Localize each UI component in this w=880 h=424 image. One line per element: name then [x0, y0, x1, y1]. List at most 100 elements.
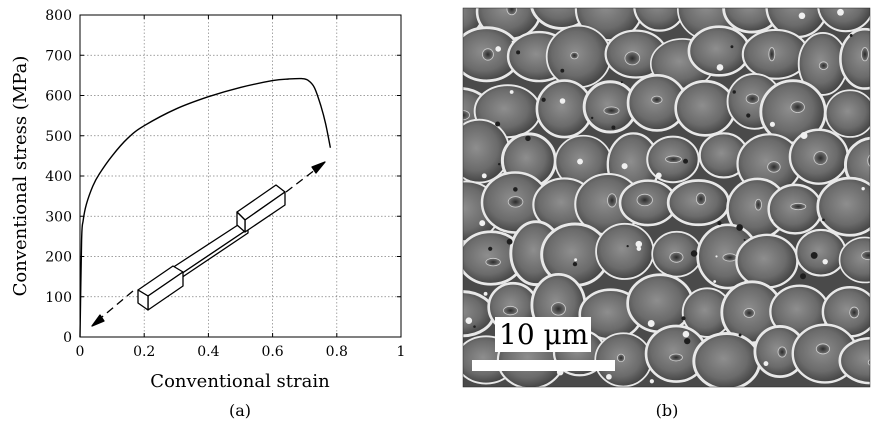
- surface-speck: [717, 221, 721, 225]
- surface-speck: [621, 81, 623, 83]
- micro-void: [768, 162, 781, 173]
- surface-speck: [577, 159, 583, 165]
- surface-speck: [560, 69, 564, 73]
- micro-void: [507, 3, 517, 15]
- micro-void: [571, 52, 579, 59]
- x-tick-label: 0.2: [133, 344, 155, 360]
- micro-void: [503, 306, 517, 315]
- surface-speck: [495, 46, 501, 52]
- micro-void: [666, 156, 682, 163]
- panel-label-a: (a): [229, 401, 251, 420]
- surface-speck: [606, 374, 612, 380]
- micro-void: [862, 251, 876, 260]
- x-tick-label: 0.6: [261, 344, 283, 360]
- surface-speck: [684, 338, 690, 344]
- micro-void: [723, 254, 737, 261]
- surface-speck: [622, 163, 628, 169]
- surface-speck: [611, 126, 615, 130]
- micro-void: [482, 49, 493, 61]
- micro-void: [778, 347, 786, 357]
- surface-speck: [627, 245, 629, 247]
- panel-label-b: (b): [656, 401, 679, 420]
- surface-speck: [507, 239, 513, 245]
- surface-speck: [681, 316, 685, 320]
- micro-void: [670, 252, 683, 262]
- micro-void: [637, 194, 652, 206]
- surface-speck: [473, 325, 476, 328]
- dimple-cell: [826, 90, 875, 137]
- surface-speck: [525, 136, 530, 141]
- surface-speck: [744, 239, 746, 241]
- ticks: [80, 15, 401, 337]
- surface-speck: [801, 132, 808, 139]
- fracture-surface-micrograph: [425, 0, 880, 389]
- surface-speck: [822, 259, 827, 264]
- surface-speck: [512, 41, 514, 43]
- stress-strain-chart: 0 0.2 0.4 0.6 0.8 10100200300400500600700800 …: [10, 8, 405, 420]
- surface-speck: [739, 334, 742, 337]
- surface-speck: [800, 273, 806, 279]
- grid: [80, 15, 401, 337]
- x-tick-label: 0.4: [197, 344, 219, 360]
- surface-speck: [731, 45, 734, 48]
- surface-speck: [466, 317, 473, 324]
- y-tick-label: 500: [45, 129, 72, 145]
- surface-speck: [510, 90, 514, 94]
- micro-void: [769, 48, 775, 61]
- surface-speck: [764, 361, 769, 366]
- surface-speck: [591, 117, 593, 119]
- surface-speck: [542, 98, 546, 102]
- micro-void: [755, 199, 761, 210]
- y-tick-label: 100: [45, 290, 72, 306]
- y-tick-label: 0: [63, 330, 72, 346]
- surface-speck: [799, 12, 806, 19]
- surface-speck: [650, 379, 654, 383]
- y-axis-label: Conventional stress (MPa): [10, 56, 31, 297]
- y-tick-label: 200: [45, 250, 72, 266]
- micro-void: [617, 354, 624, 362]
- y-tick-label: 600: [45, 89, 72, 105]
- x-axis-label: Conventional strain: [150, 371, 330, 392]
- plot-frame: [80, 15, 401, 337]
- x-tick-label: 0: [76, 344, 85, 360]
- y-tick-label: 800: [45, 8, 72, 24]
- surface-speck: [717, 64, 724, 71]
- micro-void: [508, 197, 523, 208]
- x-tick-label: 0.8: [326, 344, 348, 360]
- tick-labels: 0 0.2 0.4 0.6 0.8 1 0 100 200 300 400 500 600 700 800: [45, 8, 405, 360]
- surface-speck: [636, 241, 642, 247]
- y-tick-label: 700: [45, 48, 72, 64]
- micro-void: [550, 0, 565, 8]
- surface-speck: [691, 250, 697, 256]
- dimple-cell: [818, 178, 880, 235]
- micro-void: [791, 203, 806, 209]
- surface-speck: [771, 219, 773, 221]
- scale-bar-line: [472, 360, 615, 371]
- dimple-cell: [449, 120, 509, 183]
- dimple-cell: [840, 237, 880, 282]
- y-tick-label: 300: [45, 209, 72, 225]
- surface-speck: [683, 331, 690, 338]
- micro-void: [868, 154, 877, 167]
- micro-void: [625, 52, 640, 65]
- surface-speck: [479, 220, 485, 226]
- micro-void: [604, 107, 619, 115]
- surface-speck: [488, 247, 492, 251]
- surface-speck: [736, 224, 743, 231]
- dimple-cell: [547, 26, 611, 88]
- micro-void: [486, 258, 501, 266]
- scale-bar-label: 10 μm: [499, 318, 588, 351]
- surface-speck: [482, 173, 487, 178]
- surface-speck: [656, 173, 662, 179]
- dimple-cell: [596, 224, 653, 279]
- stress-strain-curve: [80, 79, 330, 337]
- surface-speck: [513, 187, 518, 192]
- micro-void: [551, 303, 565, 316]
- y-tick-label: 400: [45, 169, 72, 185]
- surface-speck: [516, 50, 520, 54]
- micro-void: [670, 354, 683, 361]
- micro-void: [819, 62, 828, 70]
- micro-void: [861, 48, 868, 61]
- micro-void: [746, 94, 759, 103]
